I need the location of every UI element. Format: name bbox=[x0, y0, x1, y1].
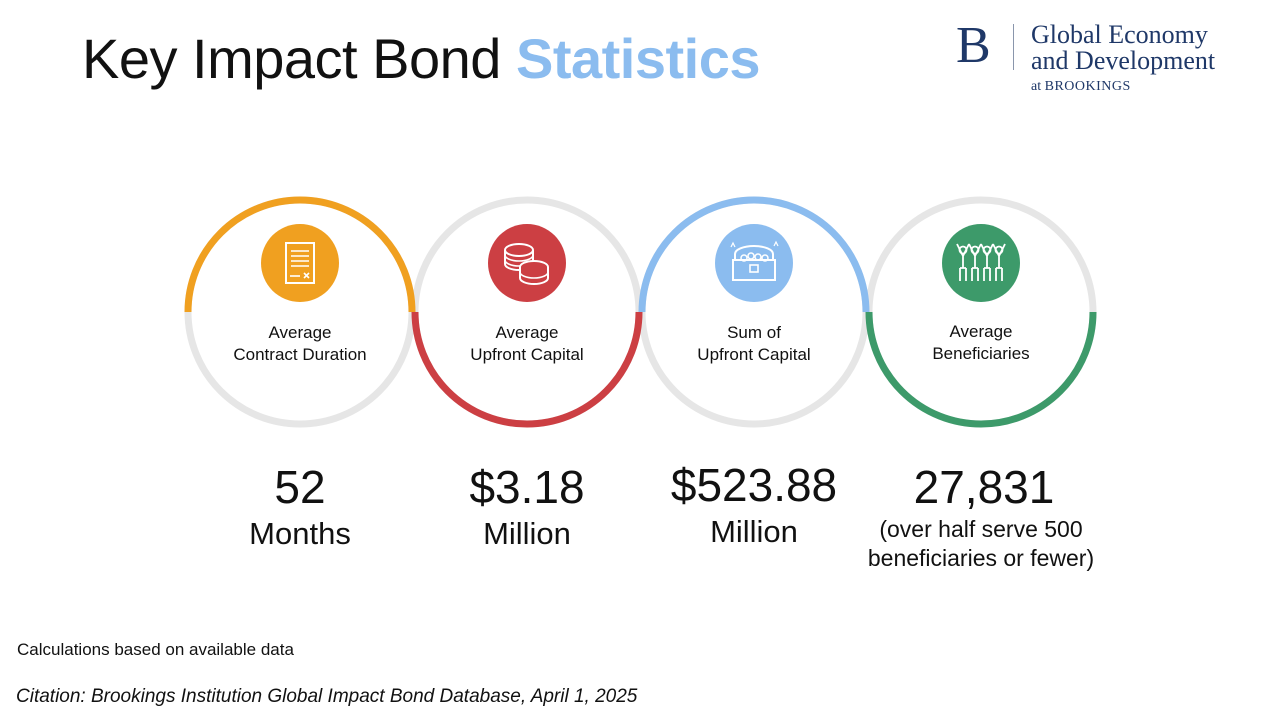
stat-unit: Million bbox=[710, 514, 798, 549]
logo-line-2: and Development bbox=[1031, 46, 1216, 75]
stat-icon-circle bbox=[488, 224, 566, 302]
brookings-logo: B Global Economy and Development at BROO… bbox=[956, 20, 1256, 100]
stat-average-beneficiaries: Average Beneficiaries 27,831 (over half … bbox=[861, 0, 1101, 720]
stat-icon-circle bbox=[715, 224, 793, 302]
stat-unit: Months bbox=[249, 516, 351, 551]
logo-letter: B bbox=[956, 17, 991, 74]
logo-line-3: at BROOKINGS bbox=[1031, 80, 1131, 94]
stat-label: Average Contract Duration bbox=[180, 322, 420, 366]
stat-label-line-2: Contract Duration bbox=[233, 345, 367, 364]
stat-label: Average Upfront Capital bbox=[407, 322, 647, 366]
stat-value: $3.18 bbox=[469, 461, 585, 513]
stat-label-line-1: Average bbox=[268, 323, 332, 342]
logo-divider bbox=[1013, 24, 1014, 70]
stat-label-line-2: Upfront Capital bbox=[697, 345, 811, 364]
stat-label: Sum of Upfront Capital bbox=[634, 322, 874, 366]
title-accent: Statistics bbox=[516, 27, 761, 90]
logo-line-3-org: BROOKINGS bbox=[1044, 79, 1131, 94]
stat-icon-circle bbox=[942, 224, 1020, 302]
stat-value: 52 bbox=[274, 461, 326, 513]
logo-line-3-prefix: at bbox=[1031, 79, 1042, 94]
coins-stack-icon bbox=[504, 243, 549, 285]
logo-line-1: Global Economy bbox=[1031, 20, 1208, 49]
stat-contract-duration: Average Contract Duration 52 Months bbox=[180, 0, 420, 720]
stat-label-line-1: Average bbox=[495, 323, 559, 342]
stat-label-line-1: Sum of bbox=[727, 323, 781, 342]
stat-label: Average Beneficiaries bbox=[861, 321, 1101, 365]
contract-document-icon bbox=[285, 242, 315, 284]
stat-note-line-2: beneficiaries or fewer) bbox=[867, 545, 1095, 571]
stat-icon-circle bbox=[261, 224, 339, 302]
page-title: Key Impact Bond Statistics bbox=[82, 26, 761, 91]
ring-arc-4 bbox=[865, 311, 1097, 428]
ring-arc-3 bbox=[638, 196, 870, 313]
treasure-chest-icon bbox=[730, 240, 779, 281]
stat-note: (over half serve 500 beneficiaries or fe… bbox=[851, 515, 1111, 573]
stat-label-line-2: Beneficiaries bbox=[932, 344, 1030, 363]
stat-value: $523.88 bbox=[670, 459, 838, 511]
title-main: Key Impact Bond bbox=[82, 27, 501, 90]
stat-label-line-2: Upfront Capital bbox=[470, 345, 584, 364]
people-group-icon bbox=[956, 243, 1006, 281]
stat-average-upfront-capital: Average Upfront Capital $3.18 Million bbox=[407, 0, 647, 720]
stat-label-line-1: Average bbox=[949, 322, 1013, 341]
citation: Citation: Brookings Institution Global I… bbox=[16, 686, 638, 707]
footnote: Calculations based on available data bbox=[17, 640, 294, 659]
stat-note-line-1: (over half serve 500 bbox=[879, 516, 1083, 542]
ring-arc-1 bbox=[184, 196, 416, 313]
stat-unit: Million bbox=[483, 516, 571, 551]
stat-sum-upfront-capital: Sum of Upfront Capital $523.88 Million bbox=[634, 0, 874, 720]
ring-arc-2 bbox=[411, 311, 643, 428]
stat-value: 27,831 bbox=[913, 461, 1055, 513]
